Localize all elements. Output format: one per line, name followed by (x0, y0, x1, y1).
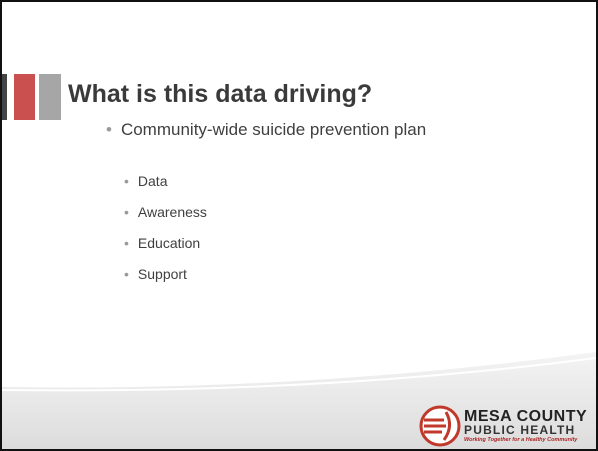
accent-red (14, 74, 35, 120)
sub-bullet-text: Education (137, 235, 201, 251)
logo-line1: MESA COUNTY (464, 408, 588, 425)
footer-curve (2, 357, 596, 392)
logo-line2: PUBLIC HEALTH (464, 423, 576, 437)
sub-bullet: • Education (124, 235, 201, 251)
sub-bullet-text: Awareness (137, 204, 207, 220)
bullet: • Community-wide suicide prevention plan (106, 120, 427, 139)
accent-bar (2, 74, 7, 120)
sub-bullet-text: Data (137, 173, 168, 189)
sub-bullet: • Data (124, 173, 168, 189)
sub-bullet: • Awareness (124, 204, 207, 220)
accent-gray (39, 74, 61, 120)
slide-title: What is this data driving? (68, 80, 373, 108)
bullet-text: Community-wide suicide prevention plan (120, 120, 427, 139)
sub-bullet: • Support (124, 266, 187, 282)
sub-bullet-text: Support (137, 266, 187, 282)
logo-tagline: Working Together for a Healthy Community (464, 437, 578, 443)
logo-emblem (419, 405, 461, 447)
logo: MESA COUNTY PUBLIC HEALTH Working Togeth… (464, 409, 587, 444)
